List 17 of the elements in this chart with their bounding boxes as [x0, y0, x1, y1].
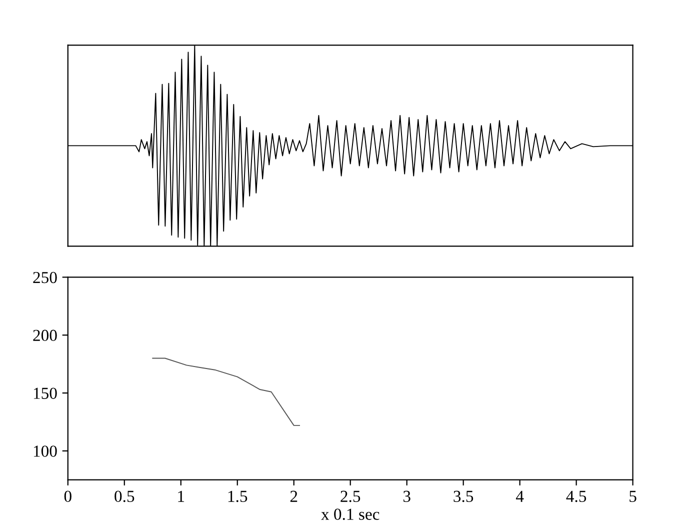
x-tick-label: 1: [178, 490, 184, 502]
line-series: [152, 358, 300, 426]
x-tick-label: 5: [630, 490, 636, 502]
x-tick-label: 2: [290, 490, 298, 502]
y-tick-label: 100: [34, 446, 57, 457]
y-tick-label: 200: [33, 330, 57, 342]
y-tick-label: 150: [34, 388, 57, 399]
x-tick-label: 1.5: [228, 490, 248, 502]
x-tick-label: 3.5: [454, 490, 474, 502]
x-tick-label: 4.5: [566, 490, 586, 502]
x-tick-label: 0.5: [114, 490, 134, 502]
x-tick-label: 4: [516, 490, 524, 502]
x-tick-label: 0: [64, 490, 72, 502]
x-tick-label: 2.5: [340, 490, 360, 502]
x-tick-label: 3: [403, 490, 410, 502]
x-axis-title: x 0.1 sec: [321, 508, 380, 520]
y-tick-label: 250: [33, 272, 57, 284]
